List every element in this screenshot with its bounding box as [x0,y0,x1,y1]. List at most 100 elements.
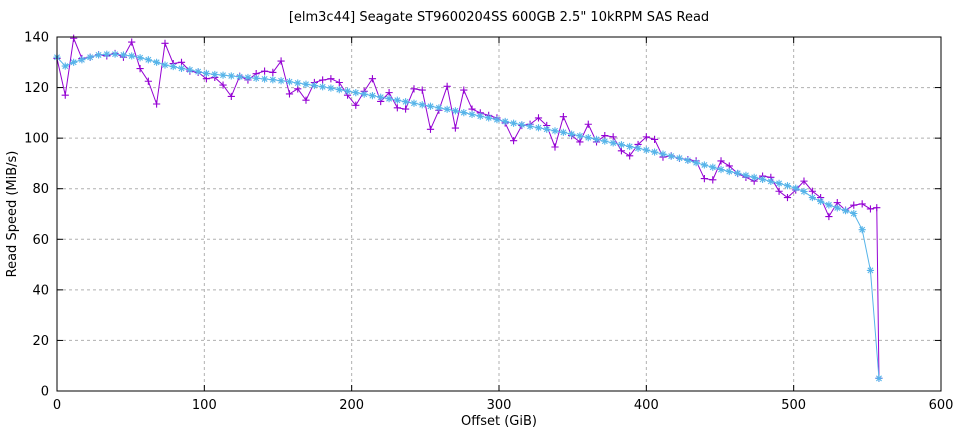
star-marker-icon [700,161,708,169]
chart-title: [elm3c44] Seagate ST9600204SS 600GB 2.5"… [289,10,709,25]
star-marker-icon [360,90,368,98]
plus-marker-icon [219,81,227,89]
star-marker-icon [410,99,418,107]
plus-marker-icon [335,78,343,87]
plus-marker-icon [260,67,269,75]
y-tick-label: 60 [32,233,49,248]
star-marker-icon [260,75,269,83]
star-marker-icon [186,66,194,74]
star-marker-icon [451,107,459,115]
plus-marker-icon [808,187,816,195]
star-marker-icon [103,50,111,58]
plus-marker-icon [775,187,783,195]
star-marker-icon [825,201,833,209]
star-marker-icon [783,182,792,190]
series-smoothed-read-pass-line [56,53,880,379]
star-marker-icon [609,139,617,147]
star-marker-icon [684,156,692,164]
star-marker-icon [70,58,78,66]
star-marker-icon [377,93,385,101]
plus-marker-icon [850,201,858,209]
star-marker-icon [202,69,210,78]
star-marker-icon [734,169,742,177]
star-marker-icon [601,137,609,145]
star-marker-icon [485,114,493,122]
x-tick-label: 0 [53,398,61,413]
plus-marker-icon [61,91,69,99]
plus-marker-icon [576,138,584,146]
plus-marker-icon [227,92,235,101]
star-marker-icon [559,128,567,136]
star-marker-icon [775,179,783,187]
star-marker-icon [153,58,161,66]
star-marker-icon [219,71,227,79]
star-marker-icon [144,56,152,64]
plus-marker-icon [534,114,543,122]
star-marker-icon [858,226,866,234]
star-marker-icon [509,119,518,127]
star-marker-icon [385,95,393,103]
y-axis-label: Read Speed (MiB/s) [5,151,20,278]
star-marker-icon [136,54,144,62]
plus-marker-icon [327,75,335,83]
plus-marker-icon [269,68,277,76]
star-marker-icon [94,51,103,59]
star-marker-icon [252,74,260,82]
star-marker-icon [343,87,352,95]
star-marker-icon [568,130,576,138]
star-marker-icon [443,105,451,113]
plus-marker-icon [401,105,410,113]
star-marker-icon [667,152,675,160]
plus-marker-icon [393,104,401,112]
star-marker-icon [850,209,858,218]
star-marker-icon [551,127,559,135]
plus-marker-icon [128,38,136,46]
x-tick-label: 100 [192,398,217,413]
plus-marker-icon [136,65,144,73]
star-marker-icon [543,125,551,133]
star-marker-icon [468,110,476,118]
star-marker-icon [86,53,94,61]
plus-marker-icon [153,100,161,108]
star-marker-icon [236,73,244,81]
star-marker-icon [285,78,294,86]
plus-marker-icon [650,135,659,144]
y-tick-label: 120 [24,81,49,96]
star-marker-icon [592,135,601,144]
star-marker-icon [277,77,285,85]
plus-marker-icon [302,96,310,104]
star-marker-icon [758,175,767,183]
star-marker-icon [460,109,468,117]
star-marker-icon [750,173,758,181]
y-tick-labels: 0 20 40 60 80 100 120 140 [24,31,49,400]
star-marker-icon [269,76,277,84]
x-tick-label: 500 [781,398,806,413]
star-marker-icon [650,148,659,156]
plus-marker-icon [866,205,875,213]
plus-marker-icon [410,85,418,93]
star-marker-icon [866,266,875,274]
plus-marker-icon [783,193,792,202]
star-marker-icon [426,102,435,110]
star-marker-icon [692,159,700,167]
star-marker-icon [335,85,343,94]
plus-marker-icon [709,176,717,184]
star-marker-icon [634,144,642,152]
star-marker-icon [534,124,543,132]
plus-marker-icon [451,124,459,132]
star-marker-icon [319,83,327,91]
star-marker-icon [476,112,484,120]
star-marker-icon [61,62,69,70]
star-marker-icon [244,73,252,82]
plus-marker-icon [551,143,559,151]
plus-marker-icon [617,147,626,155]
star-marker-icon [294,79,302,87]
star-marker-icon [642,146,650,154]
star-marker-icon [352,89,360,97]
star-marker-icon [767,177,775,185]
plus-marker-icon [177,58,186,66]
star-marker-icon [393,96,401,104]
plus-marker-icon [460,86,468,94]
star-marker-icon [161,61,169,69]
